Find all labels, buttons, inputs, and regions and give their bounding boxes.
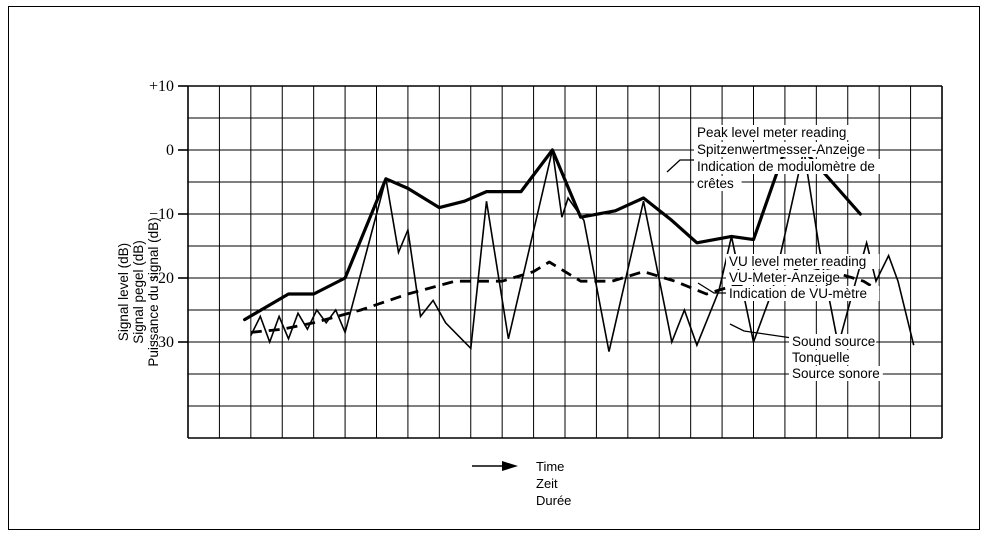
series-line-source bbox=[250, 149, 915, 352]
annotation-source-line: Source sonore bbox=[792, 366, 880, 381]
annotation-peak-line: Spitzenwertmesser-Anzeige bbox=[697, 142, 865, 157]
y-tick-label: −10 bbox=[149, 206, 174, 223]
x-axis-label: Time Zeit Durée bbox=[472, 459, 571, 508]
leader-line-vu bbox=[697, 282, 729, 294]
annotation-vu-line: VU-Meter-Anzeige bbox=[729, 270, 840, 285]
y-axis-label-line-3: Puissance du signal (dB) bbox=[146, 217, 161, 366]
y-axis-label: Signal level (dB) Signal pegel (dB) Puis… bbox=[116, 217, 161, 366]
y-tick-label: +10 bbox=[149, 78, 174, 95]
annotation-backdrop bbox=[789, 366, 883, 381]
annotation-backdrop bbox=[694, 125, 861, 140]
y-axis-label-line-1: Signal level (dB) bbox=[116, 243, 131, 341]
x-axis-label-line-2: Zeit bbox=[536, 476, 558, 491]
annotation-backdrop bbox=[694, 142, 867, 157]
annotation-peak-line: Indication de modulomètre de bbox=[697, 159, 875, 174]
annotation-backdrop bbox=[789, 350, 857, 365]
annotation-backdrop bbox=[726, 270, 840, 285]
annotation-source-line: Sound source bbox=[792, 334, 875, 349]
annotation-backdrop bbox=[694, 176, 742, 191]
annotation-backdrop bbox=[726, 286, 880, 301]
annotation-vu-line: VU level meter reading bbox=[729, 254, 866, 269]
y-tick-label: −30 bbox=[149, 334, 174, 351]
x-axis-label-line-1: Time bbox=[536, 459, 564, 474]
y-tick-label: −20 bbox=[149, 270, 174, 287]
annotation-backdrop bbox=[694, 159, 887, 174]
annotation-peak-line: Peak level meter reading bbox=[697, 125, 846, 140]
annotation-backdrop bbox=[789, 334, 877, 349]
leader-line-source bbox=[729, 323, 793, 339]
x-axis-label-line-3: Durée bbox=[536, 493, 571, 508]
y-axis-label-line-2: Signal pegel (dB) bbox=[131, 240, 146, 344]
time-arrow-head bbox=[502, 461, 518, 471]
annotation-source-line: Tonquelle bbox=[792, 350, 850, 365]
y-tick-label: 0 bbox=[166, 142, 174, 159]
annotation-peak-line: crêtes bbox=[697, 176, 734, 191]
figure-frame bbox=[8, 6, 980, 530]
leader-line-peak bbox=[666, 159, 697, 173]
annotation-vu-line: Indication de VU-mètre bbox=[729, 286, 867, 301]
annotation-backdrop bbox=[726, 254, 880, 269]
y-axis-ticks: +10 0 −10 −20 −30 bbox=[149, 78, 188, 351]
series-annotations: Peak level meter reading Spitzenwertmesse… bbox=[666, 125, 887, 381]
